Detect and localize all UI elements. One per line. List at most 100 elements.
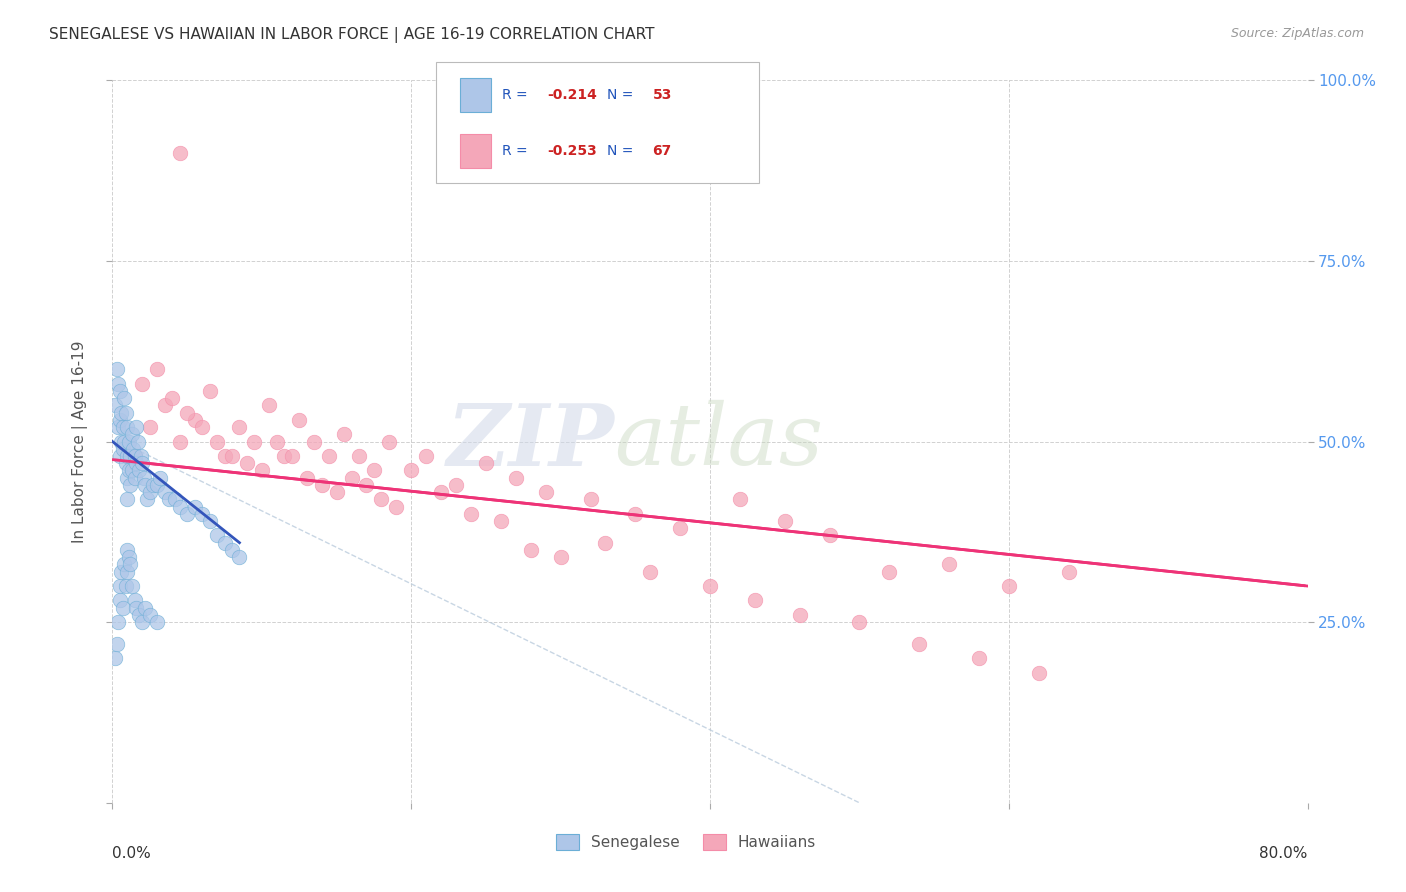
Point <box>401 463 423 477</box>
Point <box>124 471 146 485</box>
Point <box>640 565 662 579</box>
Point <box>117 471 139 485</box>
Text: atlas: atlas <box>614 401 824 483</box>
Point <box>125 456 148 470</box>
Point <box>108 449 131 463</box>
Point <box>139 607 162 622</box>
Point <box>162 391 183 405</box>
Point <box>104 398 127 412</box>
Point <box>191 507 214 521</box>
Point <box>131 376 153 391</box>
Point <box>110 434 132 449</box>
Point <box>153 485 176 500</box>
Point <box>699 579 721 593</box>
Point <box>169 500 191 514</box>
Point <box>273 449 295 463</box>
Point <box>114 434 135 449</box>
Point <box>325 485 347 500</box>
Point <box>132 471 155 485</box>
Point <box>169 434 191 449</box>
Point <box>370 492 392 507</box>
Point <box>191 420 214 434</box>
Point <box>183 500 205 514</box>
Point <box>128 463 150 477</box>
Point <box>117 449 139 463</box>
Point <box>908 637 931 651</box>
Legend: Senegalese, Hawaiians: Senegalese, Hawaiians <box>550 829 823 856</box>
Point <box>124 449 146 463</box>
Point <box>550 550 572 565</box>
Point <box>176 507 198 521</box>
Point <box>205 528 228 542</box>
Point <box>110 406 132 420</box>
Point <box>520 542 543 557</box>
Point <box>356 478 378 492</box>
Point <box>118 463 141 477</box>
Point <box>111 600 134 615</box>
Point <box>108 593 131 607</box>
Point <box>1028 665 1050 680</box>
Text: 53: 53 <box>652 87 672 102</box>
Point <box>198 514 221 528</box>
Point <box>131 456 153 470</box>
Point <box>125 420 148 434</box>
Point <box>534 485 557 500</box>
Point <box>107 615 129 630</box>
Point <box>131 615 153 630</box>
Text: SENEGALESE VS HAWAIIAN IN LABOR FORCE | AGE 16-19 CORRELATION CHART: SENEGALESE VS HAWAIIAN IN LABOR FORCE | … <box>49 27 655 43</box>
Point <box>114 391 135 405</box>
Point <box>115 579 138 593</box>
Point <box>288 413 311 427</box>
Point <box>142 478 165 492</box>
Text: R =: R = <box>502 87 531 102</box>
Point <box>129 449 152 463</box>
Text: -0.253: -0.253 <box>547 144 596 158</box>
Point <box>281 449 304 463</box>
Point <box>236 456 259 470</box>
Point <box>259 398 281 412</box>
Text: 67: 67 <box>652 144 672 158</box>
Point <box>967 651 990 665</box>
Point <box>128 607 150 622</box>
Point <box>228 420 250 434</box>
Point <box>624 507 647 521</box>
Point <box>105 637 128 651</box>
Point <box>340 471 363 485</box>
Point <box>302 434 325 449</box>
Point <box>385 500 408 514</box>
Point <box>460 507 482 521</box>
Point <box>120 449 142 463</box>
Point <box>105 362 128 376</box>
Point <box>121 427 143 442</box>
Point <box>122 442 145 456</box>
Point <box>121 463 143 477</box>
Point <box>214 449 236 463</box>
Point <box>333 427 356 442</box>
Point <box>1057 565 1080 579</box>
Point <box>107 376 129 391</box>
Point <box>318 449 340 463</box>
Point <box>153 398 176 412</box>
Point <box>108 413 131 427</box>
Point <box>773 514 796 528</box>
Point <box>114 558 135 572</box>
Point <box>121 579 143 593</box>
Point <box>115 406 138 420</box>
Point <box>118 550 141 565</box>
Point <box>347 449 370 463</box>
Point <box>124 449 146 463</box>
Point <box>444 478 467 492</box>
Point <box>135 492 157 507</box>
Point <box>214 535 236 549</box>
Point <box>789 607 811 622</box>
Point <box>505 471 527 485</box>
Point <box>198 384 221 398</box>
Text: N =: N = <box>607 87 638 102</box>
Point <box>728 492 751 507</box>
Point <box>489 514 512 528</box>
Text: R =: R = <box>502 144 531 158</box>
Text: N =: N = <box>607 144 638 158</box>
Point <box>117 420 139 434</box>
Text: -0.214: -0.214 <box>547 87 596 102</box>
Point <box>250 463 273 477</box>
